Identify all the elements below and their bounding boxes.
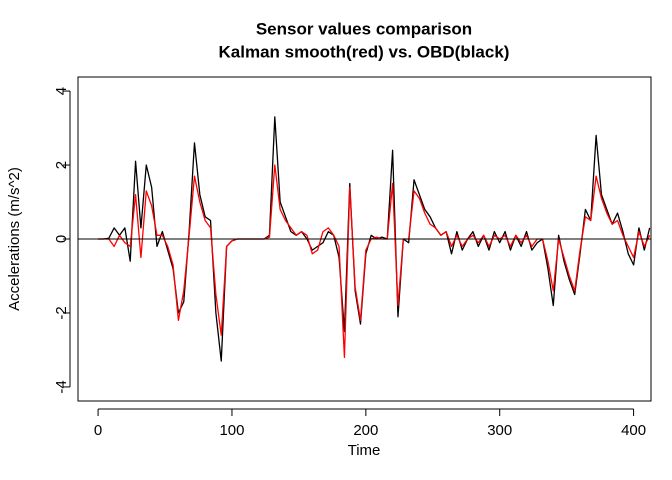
x-tick-label: 100 [219,422,244,439]
chart-subtitle: Kalman smooth(red) vs. OBD(black) [219,42,510,61]
y-tick-label: 0 [53,235,70,243]
chart-title: Sensor values comparison [256,19,472,38]
x-tick-label: 300 [487,422,512,439]
x-tick-label: 200 [353,422,378,439]
x-tick-label: 0 [94,422,102,439]
x-axis-label: Time [348,442,381,459]
y-tick-label: 4 [53,87,70,95]
y-tick-label: -4 [53,380,70,393]
y-axis-label: Accelerations (m/s^2) [6,167,23,311]
y-tick-label: -2 [53,306,70,319]
x-tick-label: 400 [621,422,646,439]
series-line [98,164,651,359]
y-tick-label: 2 [53,161,70,169]
